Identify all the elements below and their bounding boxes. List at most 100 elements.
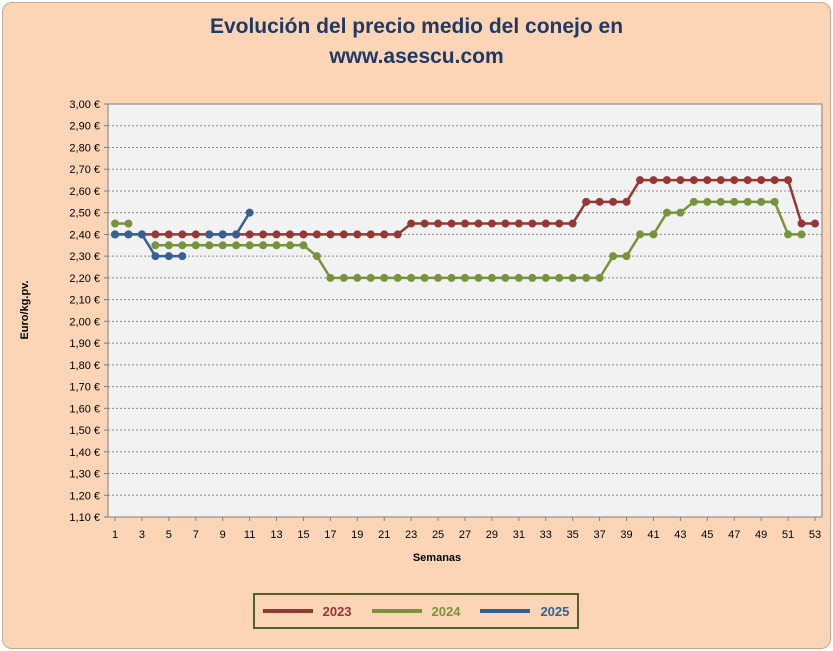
data-point-2024 (541, 273, 550, 282)
data-point-2024 (474, 273, 483, 282)
y-tick-label: 2,90 € (69, 121, 100, 133)
data-point-2024 (568, 273, 577, 282)
x-tick-label: 15 (297, 529, 309, 541)
data-point-2024 (353, 273, 362, 282)
data-point-2023 (541, 219, 550, 228)
x-tick-label: 47 (728, 529, 740, 541)
x-tick-label: 3 (139, 529, 145, 541)
data-point-2023 (636, 176, 644, 185)
data-point-2023 (689, 176, 698, 185)
data-point-2023 (770, 176, 779, 185)
data-point-2024 (770, 197, 779, 206)
data-point-2024 (514, 273, 523, 282)
y-tick-label: 3,00 € (69, 99, 100, 111)
y-tick-label: 2,20 € (69, 273, 100, 285)
x-tick-label: 21 (378, 529, 390, 541)
data-point-2024 (582, 273, 591, 282)
y-tick-label: 2,40 € (69, 229, 100, 241)
data-point-2024 (366, 273, 375, 282)
data-point-2023 (555, 219, 564, 228)
x-tick-label: 49 (755, 529, 767, 541)
chart-title-line-2: www.asescu.com (329, 45, 504, 68)
legend-item-2023: 2023 (262, 603, 352, 619)
y-axis-title: Euro/kg.pv. (19, 280, 31, 339)
data-point-2023 (366, 230, 375, 239)
data-point-2024 (662, 208, 671, 217)
data-point-2024 (151, 241, 160, 250)
data-point-2024 (676, 208, 685, 217)
data-point-2023 (528, 219, 537, 228)
x-tick-label: 41 (647, 529, 659, 541)
data-point-2024 (434, 273, 443, 282)
data-point-2023 (487, 219, 496, 228)
y-tick-label: 1,10 € (69, 512, 100, 524)
y-tick-label: 1,30 € (69, 469, 100, 481)
series-layer (111, 176, 819, 282)
data-point-2023 (151, 230, 160, 239)
data-point-2023 (272, 230, 281, 239)
data-point-2023 (797, 219, 806, 228)
data-point-2023 (339, 230, 348, 239)
data-point-2024 (393, 273, 402, 282)
y-tick-label: 1,40 € (69, 447, 100, 459)
data-point-2024 (380, 273, 389, 282)
data-point-2024 (757, 197, 766, 206)
data-point-2025 (245, 208, 254, 217)
data-point-2023 (434, 219, 443, 228)
x-tick-label: 33 (540, 529, 552, 541)
data-point-2025 (137, 230, 146, 239)
chart-title: Evolución del precio medio del conejo en… (0, 12, 833, 72)
data-point-2023 (811, 219, 819, 228)
data-point-2024 (205, 241, 214, 250)
x-tick-label: 45 (701, 529, 713, 541)
data-point-2024 (299, 241, 308, 250)
data-point-2024 (703, 197, 712, 206)
series-2025 (111, 208, 254, 261)
series-line-2025 (209, 212, 251, 236)
data-point-2024 (555, 273, 564, 282)
data-point-2023 (380, 230, 389, 239)
data-point-2023 (743, 176, 752, 185)
data-point-2023 (259, 230, 268, 239)
x-tick-label: 9 (220, 529, 226, 541)
data-point-2023 (326, 230, 335, 239)
x-tick-label: 29 (486, 529, 498, 541)
data-point-2024 (312, 252, 321, 261)
data-point-2024 (218, 241, 227, 250)
data-point-2023 (514, 219, 523, 228)
x-tick-label: 23 (405, 529, 417, 541)
legend-label: 2025 (540, 603, 570, 619)
data-point-2024 (272, 241, 281, 250)
data-point-2025 (178, 252, 187, 261)
data-point-2023 (622, 197, 631, 206)
x-tick-label: 43 (674, 529, 686, 541)
data-point-2023 (501, 219, 510, 228)
data-point-2024 (743, 197, 752, 206)
x-tick-label: 19 (351, 529, 363, 541)
legend-label: 2023 (322, 603, 352, 619)
data-point-2023 (474, 219, 483, 228)
data-point-2024 (286, 241, 294, 250)
data-point-2024 (259, 241, 268, 250)
data-point-2024 (326, 273, 335, 282)
data-point-2024 (797, 230, 806, 239)
data-point-2023 (568, 219, 577, 228)
data-point-2023 (447, 219, 456, 228)
data-point-2024 (501, 273, 510, 282)
x-tick-label: 51 (782, 529, 794, 541)
x-tick-label: 1 (112, 529, 118, 541)
x-tick-label: 37 (593, 529, 605, 541)
x-axis-title: Semanas (413, 552, 461, 564)
data-point-2024 (716, 197, 725, 206)
data-point-2023 (649, 176, 658, 185)
data-point-2024 (528, 273, 537, 282)
x-tick-label: 35 (567, 529, 579, 541)
x-tick-label: 53 (809, 529, 821, 541)
data-point-2024 (407, 273, 416, 282)
data-point-2023 (595, 197, 604, 206)
data-point-2024 (124, 219, 133, 228)
data-point-2024 (461, 273, 469, 282)
data-point-2024 (245, 241, 254, 250)
data-point-2023 (178, 230, 187, 239)
